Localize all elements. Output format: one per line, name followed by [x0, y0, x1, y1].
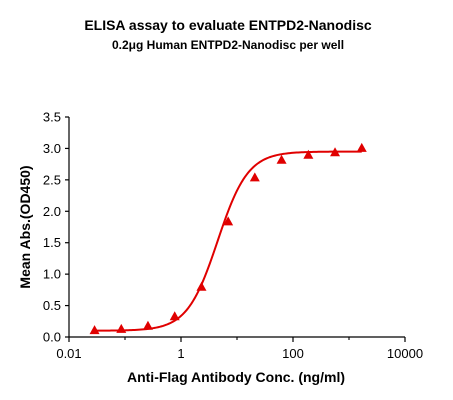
fit-curve: [94, 150, 362, 332]
chart-title: ELISA assay to evaluate ENTPD2-Nanodisc: [84, 17, 372, 33]
y-axis-label: Mean Abs.(OD450): [17, 165, 33, 288]
y-tick-label: 3.0: [43, 141, 61, 156]
x-tick-label: 10000: [387, 346, 423, 361]
chart-subtitle: 0.2μg Human ENTPD2-Nanodisc per well: [112, 38, 344, 52]
data-point: [89, 325, 100, 335]
data-point: [249, 172, 260, 182]
fit-curve-group: [94, 150, 362, 332]
data-point: [356, 142, 367, 152]
data-point: [169, 311, 180, 321]
y-tick-label: 1.0: [43, 267, 61, 282]
axes: 0.0 0.5 1.0 1.5 2.0 2.5 3.0 3.5 0.01 1 100 10000: [43, 110, 423, 362]
x-tick-label: 100: [282, 346, 304, 361]
y-tick-label: 0.5: [43, 298, 61, 313]
x-axis-label: Anti-Flag Antibody Conc. (ng/ml): [127, 369, 345, 385]
data-point: [142, 320, 153, 330]
data-points: [89, 142, 367, 335]
data-point: [276, 154, 287, 164]
y-tick-label: 2.0: [43, 204, 61, 219]
data-point: [116, 323, 127, 333]
data-point: [303, 149, 314, 159]
y-tick-label: 0.0: [43, 330, 61, 345]
data-point: [223, 216, 234, 226]
y-tick-label: 2.5: [43, 172, 61, 187]
y-tick-label: 1.5: [43, 235, 61, 250]
data-point: [330, 147, 341, 157]
y-tick-label: 3.5: [43, 110, 61, 125]
x-tick-label: 1: [177, 346, 184, 361]
data-point: [196, 281, 207, 291]
x-tick-label: 0.01: [56, 346, 81, 361]
